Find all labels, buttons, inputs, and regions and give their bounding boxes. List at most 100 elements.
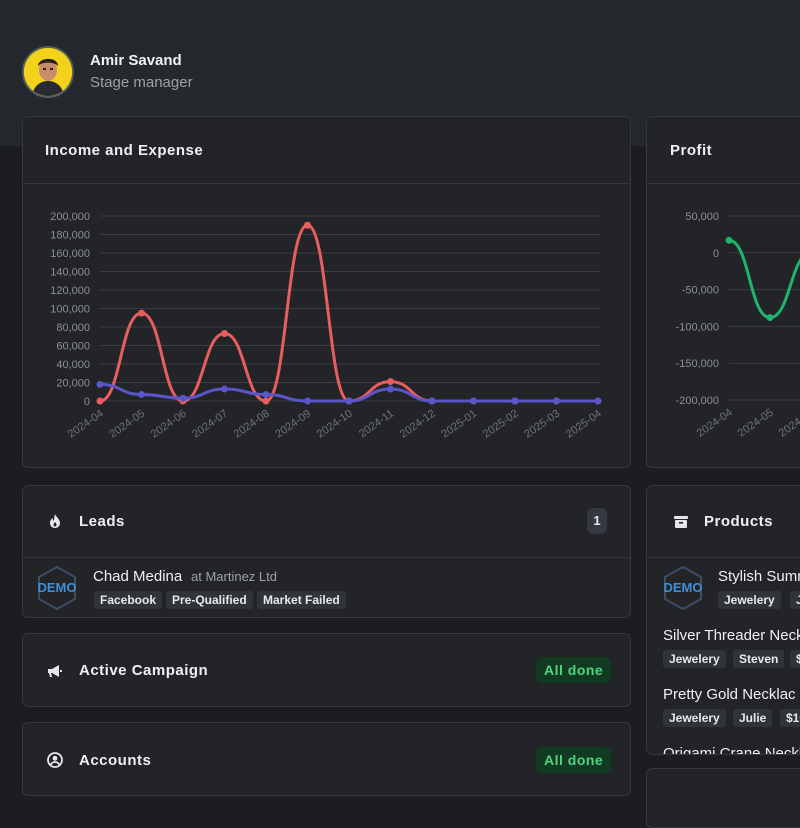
income-expense-card: Income and Expense 0 20,000 40,000 60,000 80… (22, 116, 631, 468)
x-tick-label: 2025-03 (522, 408, 562, 441)
products-card: Products DEMO Stylish Summ Jewelery J Si… (646, 485, 800, 755)
product-name[interactable]: Origami Crane Neckl (663, 745, 800, 755)
product-name[interactable]: Stylish Summ (718, 568, 800, 585)
status-badge: All done (536, 747, 612, 773)
y-tick-label: -100,000 (676, 321, 719, 333)
company-logo: DEMO (38, 565, 77, 611)
y-tick-label: 20,000 (56, 378, 90, 390)
series-line (98, 223, 600, 403)
fire-icon (46, 512, 64, 530)
data-point (262, 391, 270, 399)
series-line (727, 238, 800, 320)
profit-card: Profit 50,000 0 -50,000 -100,000 -150,000 -20… (646, 116, 800, 468)
card-divider (23, 183, 630, 184)
status-badge: All done (536, 657, 612, 683)
data-point (221, 385, 228, 393)
active-campaign-title: Active Campaign (79, 662, 209, 679)
y-tick-label: 80,000 (56, 322, 90, 334)
y-tick-label: 140,000 (50, 267, 90, 279)
data-point (387, 385, 394, 393)
tag-source: Facebook (94, 591, 163, 609)
data-point (262, 397, 270, 405)
tag-category: Jewelery (718, 591, 781, 609)
y-tick-label: 50,000 (685, 211, 719, 223)
list-item[interactable]: Pretty Gold Necklac Jewelery Julie $10 (647, 683, 800, 733)
leads-count-badge: 1 (587, 508, 607, 534)
income-expense-chart: 0 20,000 40,000 60,000 80,000 100,000 120,000 1… (50, 211, 604, 441)
y-tick-label: 40,000 (56, 359, 90, 371)
data-point (304, 221, 311, 229)
x-tick-label: 2024-05 (107, 408, 147, 441)
list-item[interactable]: Silver Threader Neck Jewelery Steven $ (647, 624, 800, 674)
tag-status: Pre-Qualified (166, 591, 253, 609)
y-tick-label: -150,000 (676, 358, 719, 370)
x-tick-label: 2025-02 (481, 408, 521, 441)
data-point (594, 397, 602, 405)
x-tick-label: 2024-10 (315, 408, 355, 441)
accounts-title: Accounts (79, 752, 152, 769)
product-name[interactable]: Silver Threader Neck (663, 627, 800, 644)
lead-company: at Martinez Ltd (191, 569, 277, 584)
leads-title: Leads (79, 513, 125, 530)
demo-logo-text: DEMO (664, 580, 703, 595)
accounts-card[interactable]: Accounts All done (22, 722, 631, 796)
list-item[interactable]: Origami Crane Neckl (647, 742, 800, 755)
x-tick-label: 2024-04 (66, 408, 106, 441)
y-tick-label: 200,000 (50, 211, 90, 223)
partial-card (646, 768, 800, 828)
data-point (138, 309, 145, 317)
profit-title: Profit (670, 142, 713, 159)
card-divider (23, 557, 630, 558)
tag-owner: Steven (733, 650, 785, 668)
data-point (428, 397, 436, 405)
data-point (553, 397, 560, 405)
x-tick-label: 2024-06 (149, 408, 189, 441)
income-expense-title: Income and Expense (45, 142, 204, 159)
data-point (138, 391, 145, 399)
data-point (96, 380, 104, 388)
user-role: Stage manager (90, 74, 193, 91)
data-point (766, 314, 774, 322)
product-name[interactable]: Pretty Gold Necklac (663, 686, 796, 703)
tag-price: $10 (780, 709, 800, 727)
tag-category: Jewelery (663, 709, 726, 727)
leads-card: Leads 1 DEMO Chad Medina at Martinez Ltd… (22, 485, 631, 618)
list-item[interactable]: DEMO Stylish Summ Jewelery J (647, 558, 800, 616)
y-tick-label: 160,000 (50, 248, 90, 260)
data-point (725, 236, 733, 244)
x-tick-label: 2024-05 (736, 407, 776, 440)
active-campaign-card[interactable]: Active Campaign All done (22, 633, 631, 707)
product-logo: DEMO (664, 565, 703, 611)
y-tick-label: 0 (713, 248, 719, 260)
x-tick-label: 2025-01 (439, 408, 479, 441)
x-tick-label: 2024-08 (232, 408, 272, 441)
tag-owner: Julie (733, 709, 773, 727)
y-tick-label: -50,000 (682, 285, 719, 297)
x-tick-label: 2024-04 (695, 407, 735, 440)
avatar[interactable] (22, 46, 74, 98)
x-tick-label: 2025-04 (564, 408, 604, 441)
data-point (96, 397, 104, 405)
lead-name[interactable]: Chad Medina (93, 568, 183, 585)
tag-price: $ (790, 650, 800, 668)
box-icon (672, 512, 690, 530)
user-circle-icon (46, 751, 64, 769)
data-point (470, 397, 477, 405)
tag-category: Jewelery (663, 650, 726, 668)
x-tick-label: 2024-06 (777, 407, 800, 440)
y-tick-label: -200,000 (676, 395, 719, 407)
products-title: Products (704, 513, 774, 530)
profit-chart: 50,0000-50,000-100,000-150,000-200,00020… (676, 211, 800, 440)
data-point (345, 397, 353, 405)
user-name: Amir Savand (90, 52, 182, 69)
y-tick-label: 180,000 (50, 230, 90, 242)
x-tick-label: 2024-11 (357, 408, 396, 441)
tag-owner: J (790, 591, 800, 609)
data-point (511, 397, 519, 405)
data-point (387, 378, 394, 386)
list-item[interactable]: DEMO Chad Medina at Martinez Ltd Faceboo… (23, 558, 630, 617)
card-divider (647, 557, 800, 558)
x-tick-label: 2024-12 (398, 408, 438, 441)
tag-stage: Market Failed (257, 591, 346, 609)
demo-logo-text: DEMO (38, 580, 77, 595)
